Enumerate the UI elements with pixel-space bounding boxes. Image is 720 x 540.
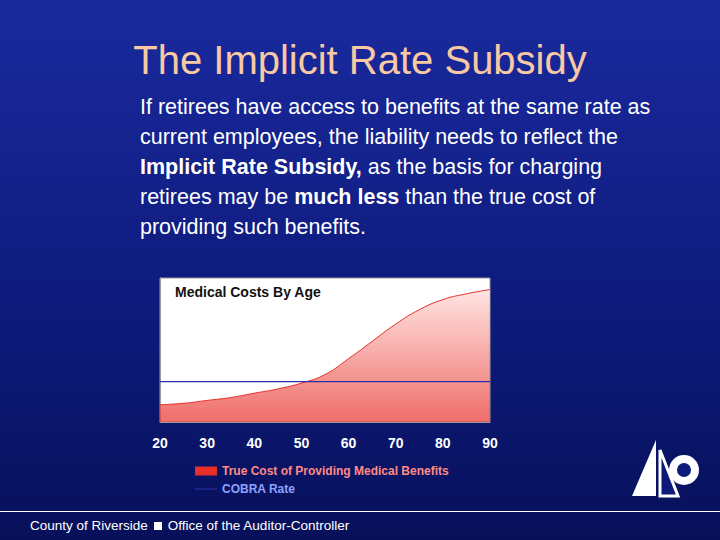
svg-text:60: 60 [341, 435, 357, 451]
svg-text:80: 80 [435, 435, 451, 451]
svg-text:Medical Costs By Age: Medical Costs By Age [175, 284, 321, 300]
html-text:Office of the Auditor-Controll: Office of the Auditor-Controller [167, 518, 350, 533]
html-text:The Implicit Rate Subsidy: The Implicit Rate Subsidy [133, 38, 587, 82]
svg-text:True Cost of Providing Medical: True Cost of Providing Medical Benefits [222, 464, 449, 478]
html-text:County of Riverside: County of Riverside [30, 518, 148, 533]
svg-text:90: 90 [482, 435, 498, 451]
svg-text:20: 20 [152, 435, 168, 451]
svg-text:50: 50 [294, 435, 310, 451]
svg-text:70: 70 [388, 435, 404, 451]
html-text:Implicit Rate Subsidy, as the: Implicit Rate Subsidy, as the basis for … [140, 155, 602, 239]
svg-text:40: 40 [246, 435, 262, 451]
svg-text:COBRA Rate: COBRA Rate [222, 482, 295, 496]
svg-text:30: 30 [199, 435, 215, 451]
html-text:If retirees have access to ben: If retirees have access to benefits at t… [140, 95, 651, 149]
